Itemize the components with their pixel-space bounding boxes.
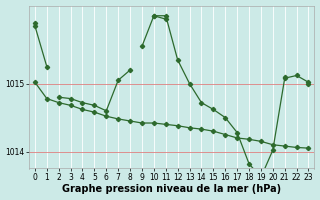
X-axis label: Graphe pression niveau de la mer (hPa): Graphe pression niveau de la mer (hPa): [62, 184, 281, 194]
